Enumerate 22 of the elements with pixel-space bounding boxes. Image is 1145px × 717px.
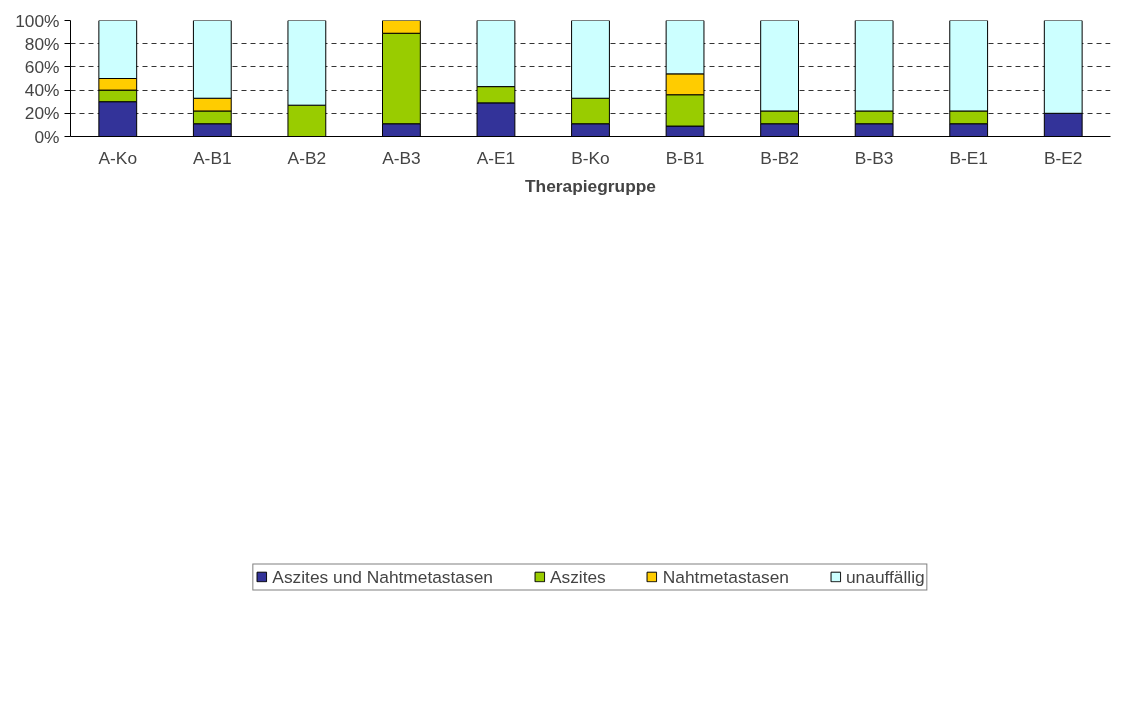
x-tick-label: A-B1 (193, 147, 232, 168)
x-tick-label: B-B2 (760, 147, 799, 168)
y-tick-label: 40% (24, 80, 60, 101)
x-tick-label: A-B3 (382, 147, 421, 168)
x-tick-label: B-E2 (1043, 147, 1083, 168)
y-tick-label: 60% (24, 56, 60, 77)
y-tick-label: 0% (34, 126, 60, 147)
x-tick-label: A-E1 (476, 147, 516, 168)
x-tick-label: B-B3 (854, 147, 894, 168)
y-tick-label: 100% (15, 10, 60, 31)
x-tick-label: A-B2 (287, 147, 327, 168)
y-tick-label: 20% (24, 103, 60, 124)
x-axis-title: Therapiegruppe (525, 175, 657, 196)
x-tick-label: B-B1 (665, 147, 705, 168)
legend-label: Nahtmetastasen (662, 566, 789, 588)
legend-label: Aszites (549, 566, 606, 588)
x-tick-label: B-Ko (571, 147, 610, 168)
x-tick-label: A-Ko (98, 147, 138, 168)
y-tick-label: 80% (24, 33, 60, 54)
legend-label: unauffällig (845, 566, 925, 588)
legend-label: Aszites und Nahtmetastasen (272, 566, 493, 588)
x-tick-label: B-E1 (949, 147, 988, 168)
